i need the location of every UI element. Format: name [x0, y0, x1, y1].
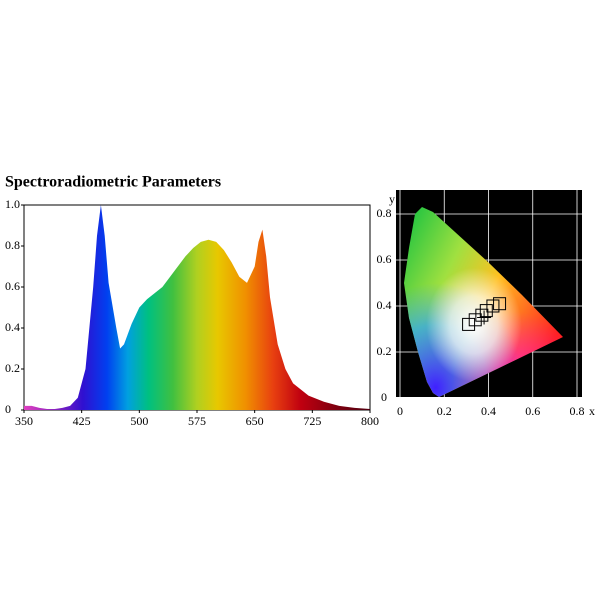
chart-title: Spectroradiometric Parameters [5, 174, 221, 191]
y-tick-label: 0.2 [5, 361, 20, 375]
y-tick-label: 0.4 [377, 298, 392, 312]
x-axis-label: x [589, 404, 595, 418]
chromaticity-box [468, 313, 482, 327]
cie-plot: 0 0.2 0.4 0.6 0.8 0 0.2 0.4 0.6 0.8 x y [377, 192, 596, 418]
x-tick-label: 800 [361, 414, 379, 428]
x-tick-label: 725 [303, 414, 321, 428]
chromaticity-box [493, 297, 507, 311]
x-tick-label: 350 [15, 414, 33, 428]
x-tick-label: 650 [246, 414, 264, 428]
chromaticity-box [462, 317, 476, 331]
y-tick-label: 0 [5, 402, 11, 416]
y-axis-label: y [389, 192, 395, 206]
x-tick-label: 0.8 [570, 404, 585, 418]
y-tick-label: 0 [381, 390, 387, 404]
x-tick-label: 0.4 [481, 404, 496, 418]
chromaticity-box [486, 299, 500, 313]
y-tick-label: 0.2 [377, 344, 392, 358]
y-tick-label: 0.8 [377, 206, 392, 220]
x-tick-label: 0 [397, 404, 403, 418]
cie-locus [404, 207, 563, 397]
y-tick-label: 0.8 [5, 238, 20, 252]
spectral-locus-white [404, 207, 563, 397]
chromaticity-box [479, 304, 493, 318]
chromaticity-box [475, 308, 489, 322]
x-tick-label: 575 [188, 414, 206, 428]
y-tick-label: 0.6 [377, 252, 392, 266]
spectrum-area [24, 205, 370, 410]
y-tick-label: 1.0 [5, 197, 20, 211]
y-tick-label: 0.6 [5, 279, 20, 293]
spectrum-plot: 350 425 500 575 650 725 800 0 0.2 0.4 0.6 0.8 1.0 [5, 197, 379, 428]
x-tick-label: 0.6 [525, 404, 540, 418]
chromaticity-point [477, 310, 492, 325]
y-tick-label: 0.4 [5, 320, 20, 334]
x-tick-label: 500 [130, 414, 148, 428]
x-tick-label: 425 [73, 414, 91, 428]
x-tick-label: 0.2 [437, 404, 452, 418]
